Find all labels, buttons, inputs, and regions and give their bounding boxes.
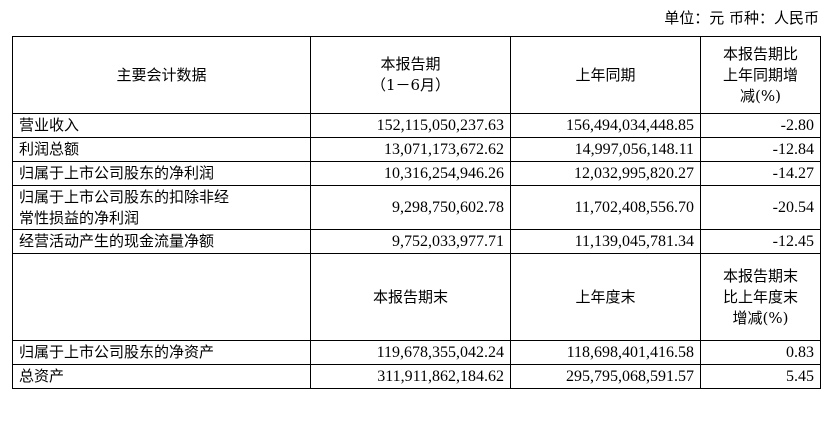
table-row: 归属于上市公司股东的净资产 119,678,355,042.24 118,698…	[12, 340, 821, 365]
change-percent: -2.80	[700, 113, 821, 138]
change-percent: 0.83	[700, 340, 821, 365]
prior-value: 295,795,068,591.57	[510, 364, 701, 389]
change-percent: 5.45	[700, 364, 821, 389]
subheader-change-line1: 本报告期末	[722, 266, 798, 285]
row-label: 归属于上市公司股东的净利润	[12, 161, 311, 186]
prior-value: 12,032,995,820.27	[510, 161, 701, 186]
header-current-period-line1: 本报告期	[380, 55, 441, 73]
table-row: 归属于上市公司股东的扣除非经 常性损益的净利润 9,298,750,602.78…	[12, 185, 821, 230]
row-label-line2: 常性损益的净利润	[19, 208, 140, 227]
subheader-prior-year-end: 上年度末	[510, 253, 701, 341]
row-label: 归属于上市公司股东的净资产	[12, 340, 311, 365]
current-value: 13,071,173,672.62	[310, 137, 511, 162]
header-current-period: 本报告期 （1－6月）	[310, 36, 511, 114]
table-row: 经营活动产生的现金流量净额 9,752,033,977.71 11,139,04…	[12, 229, 821, 254]
prior-value: 156,494,034,448.85	[510, 113, 701, 138]
subheader-change: 本报告期末 比上年度末 增减(%)	[700, 253, 821, 341]
prior-value: 14,997,056,148.11	[510, 137, 701, 162]
header-yoy-line3: 减(%)	[740, 86, 781, 105]
current-value: 9,298,750,602.78	[310, 185, 511, 230]
row-label: 利润总额	[12, 137, 311, 162]
current-value: 119,678,355,042.24	[310, 340, 511, 365]
row-label: 归属于上市公司股东的扣除非经 常性损益的净利润	[12, 185, 311, 230]
current-value: 10,316,254,946.26	[310, 161, 511, 186]
subheader-empty	[12, 253, 311, 341]
header-label: 本报告期末	[372, 287, 448, 306]
prior-value: 11,702,408,556.70	[510, 185, 701, 230]
change-percent: -20.54	[700, 185, 821, 230]
header-prior-period: 上年同期	[510, 36, 701, 114]
unit-currency-note: 单位：元 币种：人民币	[664, 9, 819, 27]
row-label-line1: 归属于上市公司股东的扣除非经	[19, 187, 230, 206]
prior-value: 118,698,401,416.58	[510, 340, 701, 365]
header-label: 上年同期	[575, 65, 636, 84]
change-percent: -12.45	[700, 229, 821, 254]
header-label: 上年度末	[575, 287, 636, 306]
prior-value: 11,139,045,781.34	[510, 229, 701, 254]
row-label: 总资产	[12, 364, 311, 389]
change-percent: -12.84	[700, 137, 821, 162]
header-label: 主要会计数据	[116, 65, 207, 84]
row-label: 经营活动产生的现金流量净额	[12, 229, 311, 254]
table-row: 营业收入 152,115,050,237.63 156,494,034,448.…	[12, 113, 821, 138]
header-yoy-line2: 上年同期增	[722, 65, 798, 84]
row-label: 营业收入	[12, 113, 311, 138]
subheader-change-line2: 比上年度末	[722, 287, 798, 306]
header-main-data: 主要会计数据	[12, 36, 311, 114]
table-subheader-row: 本报告期末 上年度末 本报告期末 比上年度末 增减(%)	[12, 253, 821, 341]
current-value: 9,752,033,977.71	[310, 229, 511, 254]
table-row: 归属于上市公司股东的净利润 10,316,254,946.26 12,032,9…	[12, 161, 821, 186]
header-yoy-change: 本报告期比 上年同期增 减(%)	[700, 36, 821, 114]
current-value: 311,911,862,184.62	[310, 364, 511, 389]
table-row: 总资产 311,911,862,184.62 295,795,068,591.5…	[12, 364, 821, 389]
current-value: 152,115,050,237.63	[310, 113, 511, 138]
header-yoy-line1: 本报告期比	[722, 44, 798, 63]
key-accounting-data-table: 主要会计数据 本报告期 （1－6月） 上年同期 本报告期比 上年同期增 减(%)…	[12, 36, 821, 389]
subheader-period-end: 本报告期末	[310, 253, 511, 341]
subheader-change-line3: 增减(%)	[732, 308, 789, 327]
table-header-row: 主要会计数据 本报告期 （1－6月） 上年同期 本报告期比 上年同期增 减(%)	[12, 36, 821, 114]
table-row: 利润总额 13,071,173,672.62 14,997,056,148.11…	[12, 137, 821, 162]
change-percent: -14.27	[700, 161, 821, 186]
header-current-period-line2: （1－6月）	[370, 76, 451, 94]
